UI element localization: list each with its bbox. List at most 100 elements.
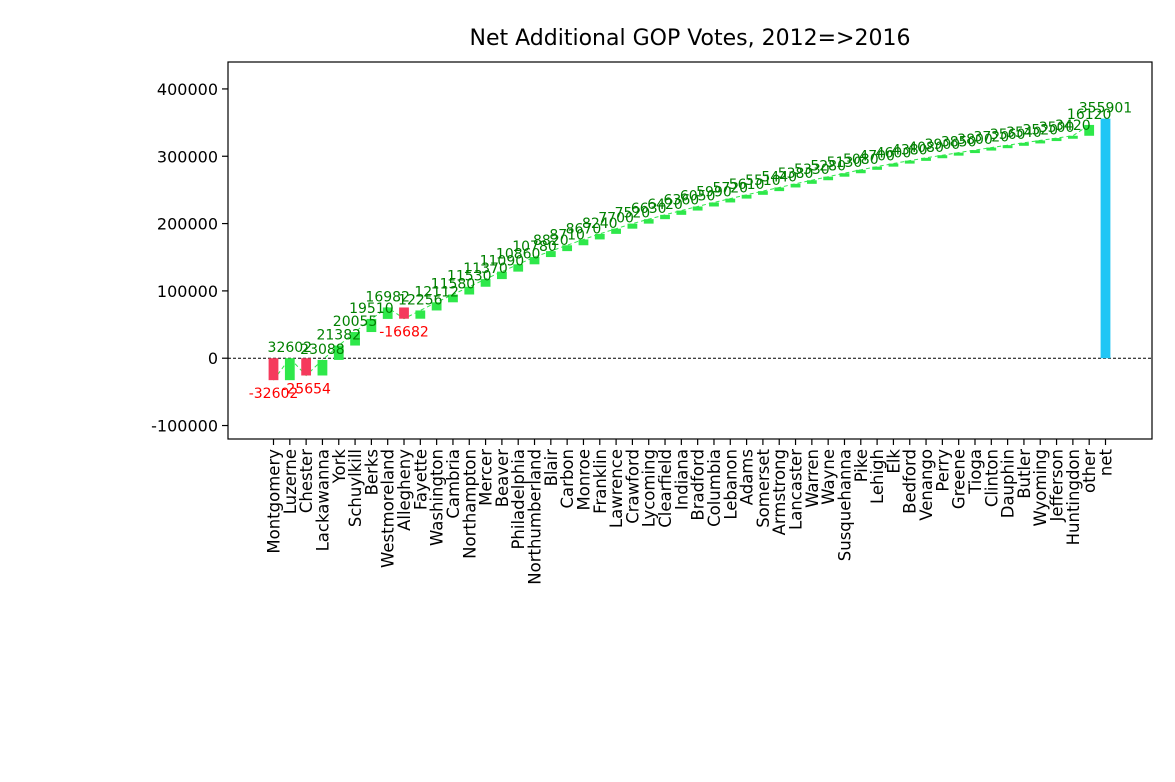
x-tick-label: Luzerne — [281, 449, 300, 514]
x-tick-label: Berks — [362, 449, 381, 495]
x-tick-label: Dauphin — [999, 449, 1018, 518]
x-axis: MontgomeryLuzerneChesterLackawannaYorkSc… — [265, 439, 1116, 585]
data-label: 20055 — [333, 314, 378, 330]
x-tick-label: Tioga — [966, 449, 985, 495]
data-label: 3520 — [1022, 122, 1058, 138]
data-label: 4080 — [908, 140, 944, 156]
data-label: 5720 — [712, 181, 748, 197]
x-tick-label: Adams — [738, 449, 757, 505]
data-label-layer: -32602 32602 -25654 23088213822005519510169… — [249, 101, 1133, 403]
decrease-bar — [301, 358, 312, 376]
bar-layer — [268, 118, 1111, 381]
y-axis: 400000 300000 200000 100000 0 -100000 — [151, 80, 228, 436]
x-tick-label: Cambria — [444, 449, 463, 519]
x-tick-label: Schuylkill — [346, 449, 365, 527]
x-tick-label: Butler — [1015, 449, 1034, 499]
data-label: 3850 — [941, 135, 977, 151]
data-label: 3900 — [925, 137, 961, 153]
x-tick-label: Washington — [428, 449, 447, 546]
increase-bar — [382, 307, 393, 319]
data-label: 5080 — [843, 152, 879, 168]
data-label: 3540 — [1006, 125, 1042, 141]
x-tick-label: Lehigh — [868, 449, 887, 504]
x-tick-label: Armstrong — [770, 449, 789, 535]
data-label: 8670 — [566, 221, 602, 237]
x-tick-label: Fayette — [411, 449, 430, 510]
increase-bar — [1051, 138, 1062, 142]
increase-bar — [872, 166, 883, 170]
x-tick-label: net — [1097, 448, 1116, 476]
y-tick-label: 400000 — [157, 80, 218, 99]
x-tick-label: Lawrence — [607, 449, 626, 528]
data-label: -16682 — [379, 325, 429, 341]
data-label: 19510 — [349, 301, 394, 317]
x-tick-label: York — [330, 449, 349, 485]
data-label: 6050 — [680, 188, 716, 204]
x-tick-label: Northampton — [460, 449, 479, 559]
x-tick-label: Greene — [950, 449, 969, 509]
data-label: 8240 — [582, 216, 618, 232]
increase-bar — [464, 286, 475, 295]
x-tick-label: Monroe — [574, 449, 593, 510]
data-label: 16120 — [1067, 107, 1112, 123]
increase-bar — [480, 279, 491, 287]
increase-bar — [921, 157, 931, 161]
increase-bar — [350, 332, 360, 346]
data-label: 7520 — [615, 206, 651, 222]
increase-bar — [1067, 135, 1078, 139]
data-label: 32602 — [268, 340, 313, 356]
data-label: 3420 — [1055, 118, 1091, 134]
increase-bar — [627, 223, 638, 229]
x-tick-label: other — [1080, 449, 1099, 493]
decrease-bar — [268, 358, 279, 381]
data-label: 6630 — [631, 201, 667, 217]
data-label: 5130 — [827, 155, 863, 171]
x-tick-label: Carbon — [558, 449, 577, 508]
data-label: 11530 — [447, 269, 492, 285]
x-tick-label: Huntingdon — [1064, 449, 1083, 545]
data-label: 21382 — [316, 328, 361, 344]
net-bar — [1100, 118, 1111, 359]
data-label: 3720 — [973, 130, 1009, 146]
increase-bar — [790, 183, 801, 188]
x-tick-label: Clinton — [982, 449, 1001, 507]
increase-bar — [758, 191, 768, 195]
x-tick-label: Crawford — [623, 449, 642, 524]
x-tick-label: Susquehanna — [835, 449, 854, 561]
increase-bar — [774, 187, 785, 192]
increase-bar — [1084, 124, 1095, 136]
connector-layer — [273, 124, 1090, 381]
increase-bar — [953, 152, 964, 156]
increase-bar — [823, 176, 834, 181]
increase-bar — [986, 147, 997, 151]
increase-bar — [660, 214, 670, 220]
y-tick-label: 100000 — [157, 282, 218, 301]
y-tick-label: 0 — [208, 349, 218, 368]
data-label: 4600 — [876, 146, 912, 162]
increase-bar — [366, 318, 377, 333]
data-label: 10780 — [512, 239, 557, 255]
increase-bar — [529, 257, 540, 265]
x-tick-label: Mercer — [477, 449, 496, 506]
increase-bar — [709, 202, 719, 207]
data-label: 3500 — [1039, 120, 1075, 136]
data-label: 11090 — [480, 254, 525, 270]
data-label: 3800 — [957, 132, 993, 148]
increase-bar — [937, 155, 948, 159]
increase-bar — [676, 210, 687, 215]
data-label: 4380 — [892, 143, 928, 159]
increase-bar — [1035, 140, 1046, 144]
increase-bar — [855, 169, 866, 174]
x-tick-label: Lycoming — [640, 449, 659, 527]
connector-line — [273, 124, 1090, 381]
y-tick-label: 200000 — [157, 215, 218, 234]
x-tick-label: Lebanon — [721, 449, 740, 520]
increase-bar — [578, 239, 589, 246]
increase-bar — [448, 294, 458, 303]
x-tick-label: Elk — [884, 449, 903, 474]
increase-bar — [594, 233, 605, 240]
x-tick-label: Chester — [297, 449, 316, 513]
increase-bar — [284, 358, 295, 381]
